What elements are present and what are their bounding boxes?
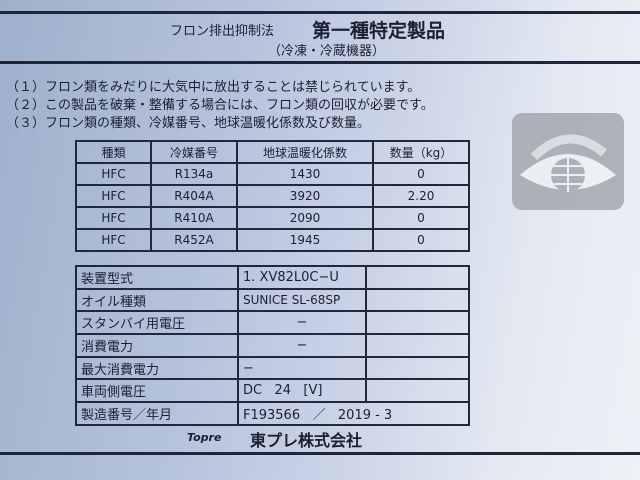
label-serial-date: 製造番号／年月 — [75, 401, 239, 426]
value-vehicle-voltage: DC 24 [V] — [237, 378, 367, 404]
label-model: 装置型式 — [75, 265, 239, 290]
value-power: − — [237, 333, 367, 358]
header-quantity: 数量（kg） — [372, 140, 470, 164]
label-standby-voltage: スタンバイ用電圧 — [75, 310, 239, 336]
table-row: HFC R410A 2090 0 — [75, 206, 470, 230]
table-row: 装置型式 1. XV82L0C−U — [75, 265, 470, 290]
value-model: 1. XV82L0C−U — [237, 265, 367, 290]
value-extra — [365, 265, 470, 290]
value-standby-voltage: − — [237, 310, 367, 336]
eye-globe-icon — [520, 134, 616, 192]
company-name: 東プレ株式会社 — [250, 431, 363, 450]
header-gwp: 地球温暖化係数 — [236, 140, 374, 164]
cell: R404A — [150, 184, 238, 208]
freon-visualization-logo — [512, 113, 624, 210]
table-row: 消費電力 − — [75, 333, 470, 358]
cell: 2090 — [236, 206, 374, 230]
value-serial-date: F193566 ／ 2019 - 3 — [237, 401, 470, 426]
cell: 2.20 — [372, 184, 470, 208]
subtitle: （冷凍・冷蔵機器） — [268, 44, 386, 59]
cell: 1430 — [236, 162, 374, 186]
cell: 1945 — [236, 228, 374, 252]
table-header-row: 種類 冷媒番号 地球温暖化係数 数量（kg） — [75, 140, 470, 164]
cell: R134a — [150, 162, 238, 186]
table-row: 車両側電圧 DC 24 [V] — [75, 378, 470, 404]
cell: HFC — [75, 184, 152, 208]
table-row: HFC R452A 1945 0 — [75, 228, 470, 252]
top-rule — [0, 11, 640, 14]
cell: R410A — [150, 206, 238, 230]
value-extra — [365, 333, 470, 358]
label-max-power: 最大消費電力 — [75, 355, 239, 381]
header-type: 種類 — [75, 140, 152, 164]
value-extra — [365, 287, 470, 313]
table-row: 製造番号／年月 F193566 ／ 2019 - 3 — [75, 401, 470, 426]
cell: HFC — [75, 228, 152, 252]
value-max-power: − — [237, 355, 367, 381]
label-oil: オイル種類 — [75, 287, 239, 313]
bottom-rule — [0, 452, 640, 455]
table-row: スタンバイ用電圧 − — [75, 310, 470, 336]
law-name: フロン排出抑制法 — [170, 24, 275, 39]
value-extra — [365, 378, 470, 404]
label-power: 消費電力 — [75, 333, 239, 358]
brand-logo: Topre — [187, 431, 222, 444]
table-row: オイル種類 SUNICE SL-68SP — [75, 287, 470, 313]
cell: 0 — [372, 228, 470, 252]
table-row: 最大消費電力 − — [75, 355, 470, 381]
page-title: 第一種特定製品 — [312, 20, 446, 42]
value-oil: SUNICE SL-68SP — [237, 287, 367, 313]
header-number: 冷媒番号 — [150, 140, 238, 164]
cell: R452A — [150, 228, 238, 252]
cell: 0 — [372, 162, 470, 186]
spec-table: 装置型式 1. XV82L0C−U オイル種類 SUNICE SL-68SP ス… — [75, 265, 470, 426]
cell: 0 — [372, 206, 470, 230]
table-row: HFC R404A 3920 2.20 — [75, 184, 470, 208]
value-extra — [365, 355, 470, 381]
cell: HFC — [75, 206, 152, 230]
value-extra — [365, 310, 470, 336]
refrigerant-table: 種類 冷媒番号 地球温暖化係数 数量（kg） HFC R134a 1430 0 … — [75, 140, 470, 252]
note-3: （３）フロン類の種類、冷媒番号、地球温暖化係数及び数量。 — [6, 116, 371, 131]
label-vehicle-voltage: 車両側電圧 — [75, 378, 239, 404]
note-1: （１）フロン類をみだりに大気中に放出することは禁じられています。 — [6, 80, 421, 95]
cell: HFC — [75, 162, 152, 186]
note-2: （２）この製品を破棄・整備する場合には、フロン類の回収が必要です。 — [6, 98, 434, 113]
cell: 3920 — [236, 184, 374, 208]
header-rule — [0, 61, 640, 64]
table-row: HFC R134a 1430 0 — [75, 162, 470, 186]
